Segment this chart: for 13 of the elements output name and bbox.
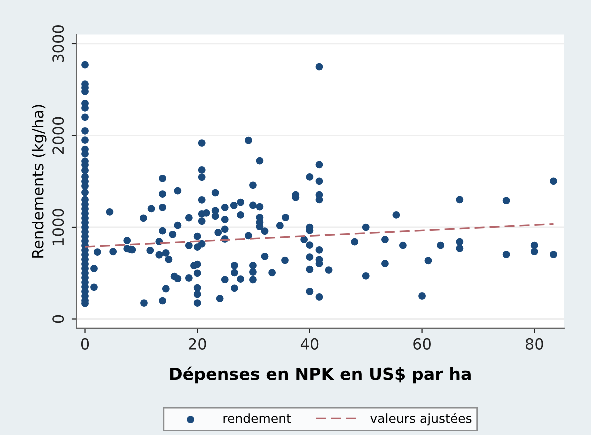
x-axis-title: Dépenses en NPK en US$ par ha bbox=[170, 366, 471, 384]
y-axis-title: Rendements (kg/ha) bbox=[32, 105, 47, 258]
x-tick-label: 60 bbox=[414, 338, 431, 350]
y-tick-label: 2000 bbox=[52, 117, 64, 154]
x-tick-label: 0 bbox=[81, 338, 90, 350]
y-tick-label: 0 bbox=[52, 315, 64, 324]
legend-label: valeurs ajustées bbox=[370, 413, 472, 426]
y-tick-label: 3000 bbox=[52, 26, 64, 62]
legend-label: rendement bbox=[224, 414, 292, 424]
x-tick-label: 40 bbox=[300, 338, 319, 350]
x-tick-label: 20 bbox=[189, 338, 206, 350]
x-tick-label: 80 bbox=[526, 338, 544, 350]
y-tick-label: 1000 bbox=[52, 209, 64, 246]
